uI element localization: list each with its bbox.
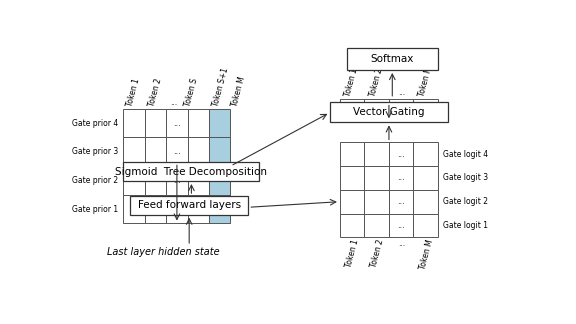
Text: Token 1: Token 1	[343, 67, 359, 98]
Text: Feed forward layers: Feed forward layers	[138, 201, 241, 210]
Bar	[389, 143, 414, 166]
Text: Token S: Token S	[183, 77, 199, 108]
Bar	[145, 109, 166, 137]
Bar	[123, 109, 145, 137]
Bar	[340, 190, 365, 214]
Bar	[340, 99, 365, 121]
Bar	[414, 143, 438, 166]
Text: ...: ...	[173, 205, 181, 214]
Text: Token M: Token M	[418, 238, 434, 271]
Bar	[414, 190, 438, 214]
Bar	[166, 166, 188, 195]
Text: Gate logit 4: Gate logit 4	[444, 150, 488, 159]
Text: ...: ...	[170, 98, 177, 107]
Text: Gate logit 2: Gate logit 2	[444, 197, 488, 206]
Text: Gate prior 1: Gate prior 1	[72, 205, 118, 214]
Bar	[365, 190, 389, 214]
Bar	[330, 102, 448, 122]
Bar	[166, 109, 188, 137]
Bar	[365, 166, 389, 190]
Bar	[209, 166, 230, 195]
Bar	[188, 109, 209, 137]
Bar	[389, 166, 414, 190]
Bar	[389, 99, 414, 121]
Bar	[145, 166, 166, 195]
Text: ...: ...	[397, 150, 405, 159]
Bar	[130, 196, 248, 215]
Text: Token 1: Token 1	[126, 77, 142, 108]
Bar	[340, 166, 365, 190]
Text: ...: ...	[397, 106, 405, 114]
Text: ...: ...	[397, 197, 405, 206]
Text: Token 2: Token 2	[368, 67, 384, 98]
Bar	[188, 195, 209, 224]
Bar	[123, 162, 259, 181]
Bar	[340, 214, 365, 237]
Text: ...: ...	[173, 147, 181, 156]
Text: Token 2: Token 2	[369, 238, 385, 269]
Text: ...: ...	[173, 119, 181, 128]
Text: Token M: Token M	[417, 65, 434, 98]
Bar	[166, 195, 188, 224]
Text: Gate logit 1: Gate logit 1	[444, 221, 488, 230]
Bar	[209, 137, 230, 166]
Bar	[414, 214, 438, 237]
Text: Token 2: Token 2	[147, 77, 163, 108]
Text: ...: ...	[397, 173, 405, 182]
Bar	[123, 137, 145, 166]
Text: Vector Gating: Vector Gating	[354, 108, 425, 118]
Bar	[166, 137, 188, 166]
Bar	[145, 195, 166, 224]
Text: ...: ...	[229, 98, 236, 107]
Text: Token M: Token M	[230, 75, 247, 108]
Bar	[145, 137, 166, 166]
Bar	[209, 195, 230, 224]
Text: Gate logit 3: Gate logit 3	[444, 173, 488, 182]
Bar	[414, 166, 438, 190]
Bar	[123, 195, 145, 224]
Text: Token S+1: Token S+1	[211, 66, 230, 108]
Text: Softmax: Softmax	[370, 54, 414, 64]
Bar	[209, 109, 230, 137]
Bar	[389, 190, 414, 214]
Bar	[188, 166, 209, 195]
Text: Gate prior 2: Gate prior 2	[72, 176, 118, 185]
Bar	[340, 143, 365, 166]
Text: Gate prior 3: Gate prior 3	[72, 147, 118, 156]
Text: Last layer hidden state: Last layer hidden state	[107, 247, 220, 257]
Bar	[414, 99, 438, 121]
Bar	[347, 48, 438, 70]
Text: ...: ...	[173, 176, 181, 185]
Text: ...: ...	[397, 88, 405, 97]
Text: ...: ...	[397, 221, 405, 230]
Text: Token 1: Token 1	[344, 238, 361, 269]
Bar	[188, 137, 209, 166]
Bar	[123, 166, 145, 195]
Text: Gate prior 4: Gate prior 4	[72, 119, 118, 128]
Bar	[365, 99, 389, 121]
Text: Sigmoid  Tree Decomposition: Sigmoid Tree Decomposition	[115, 167, 267, 177]
Text: ...: ...	[397, 239, 405, 248]
Bar	[365, 214, 389, 237]
Bar	[365, 143, 389, 166]
Bar	[389, 214, 414, 237]
